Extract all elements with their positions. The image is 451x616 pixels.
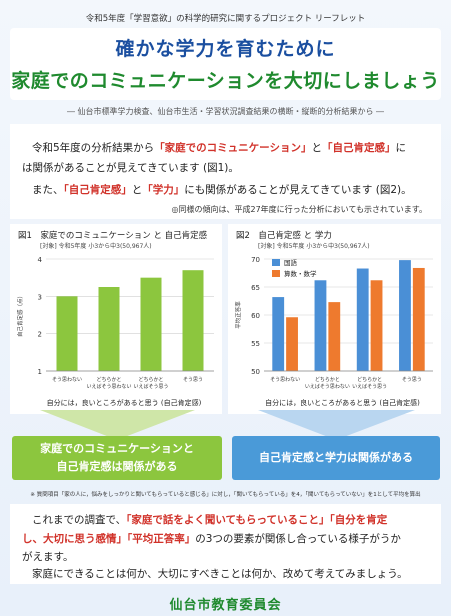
- legend-label: 算数・数学: [284, 269, 317, 278]
- y-tick-label: 55: [251, 340, 260, 348]
- bar: [140, 277, 162, 371]
- y-tick-label: 1: [38, 368, 42, 376]
- arrow-shapes: [40, 410, 415, 440]
- conclusion-line-2: し、大切に思う感情」「平均正答率」の3つの要素が関係し合っている様子がうか: [22, 531, 401, 546]
- result-self-esteem-ability: 自己肯定感と学力は関係がある: [232, 436, 440, 480]
- bar-国語: [356, 268, 369, 371]
- conclusion-box: これまでの調査で、「家庭で話をよく聞いてもらっていること」「自分を肯定 し、大切…: [10, 504, 441, 584]
- bar-算数・数学: [412, 267, 425, 371]
- x-tick-label: そう思わない: [270, 376, 300, 383]
- figure-2-subtitle: [対象] 令和5年度 小3から中3(50,967人): [258, 243, 370, 250]
- bar-算数・数学: [286, 317, 298, 371]
- intro-text: と: [131, 184, 143, 196]
- legend-label: 国語: [284, 258, 298, 267]
- x-tick-label: いえばそう思う: [352, 383, 387, 390]
- x-tick-label: いえばそう思わない: [86, 383, 131, 390]
- x-tick-label: どちらかと: [96, 376, 121, 383]
- conclusion-line-3: がえます。: [22, 551, 74, 563]
- down-arrow-left: [40, 410, 195, 440]
- y-axis-label: 自己肯定感（点）: [16, 293, 24, 337]
- result-right-line: 自己肯定感と学力は関係がある: [259, 451, 413, 464]
- result-left-line-2: 自己肯定感は関係がある: [56, 460, 178, 473]
- x-tick-label: そう思わない: [52, 376, 82, 383]
- x-axis-label: 自分には，良いところがあると思う (自己肯定感): [265, 398, 420, 407]
- y-tick-label: 50: [251, 368, 260, 376]
- conclusion-text: これまでの調査で、: [32, 514, 127, 526]
- intro-line-3: また、「自己肯定感」と「学力」にも関係があることが見えてきています (図2)。: [32, 182, 412, 197]
- intro-line-1: 令和5年度の分析結果から「家庭でのコミュニケーション」と「自己肯定感」に: [32, 140, 406, 155]
- highlight-self-affirmation-cont: し、大切に思う感情」: [22, 533, 127, 545]
- x-tick-label: そう思う: [402, 376, 422, 383]
- intro-text: に: [395, 142, 406, 154]
- highlight-listened-at-home: 「家庭で話をよく聞いてもらっていること」: [126, 514, 330, 526]
- organization-name: 仙台市教育委員会: [169, 598, 282, 613]
- y-tick-label: 60: [251, 312, 260, 320]
- bar-国語: [314, 280, 327, 371]
- source-subtitle: ― 仙台市標準学力検査、仙台市生活・学習状況調査結果の横断・縦断的分析結果から …: [66, 107, 385, 116]
- highlight-academic-ability: 「学力」: [142, 184, 185, 196]
- bar-算数・数学: [370, 280, 383, 371]
- highlight-self-esteem: 「自己肯定感」: [63, 184, 132, 196]
- y-axis-label: 平均正答率: [234, 301, 242, 329]
- highlight-self-esteem: 「自己肯定感」: [321, 142, 396, 154]
- intro-box: 令和5年度の分析結果から「家庭でのコミュニケーション」と「自己肯定感」に は関係…: [10, 124, 441, 219]
- intro-text: また、: [32, 184, 64, 196]
- y-tick-label: 70: [251, 256, 260, 264]
- x-tick-label: どちらかと: [315, 376, 340, 383]
- intro-text: にも関係があることが見えてきています (図2)。: [184, 184, 412, 196]
- legend-swatch: [272, 270, 280, 277]
- y-tick-label: 65: [251, 284, 260, 292]
- result-left-line-1: 家庭でのコミュニケーションと: [40, 442, 194, 455]
- highlight-self-affirmation: 「自分を肯定: [329, 514, 388, 526]
- bar: [182, 270, 204, 371]
- x-tick-label: どちらかと: [138, 376, 163, 383]
- intro-text: 令和5年度の分析結果から: [32, 142, 155, 154]
- main-title-sub: 家庭でのコミュニケーションを大切にしましょう: [11, 70, 440, 92]
- bar-算数・数学: [328, 302, 341, 371]
- figure-1-panel: 図1 家庭でのコミュニケーション と 自己肯定感 [対象] 令和5年度 小3から…: [10, 224, 222, 414]
- y-tick-label: 2: [38, 331, 42, 339]
- trend-note: ◎同様の傾向は、平成27年度に行った分析においても示されています。: [171, 205, 427, 214]
- figure-1-title: 図1 家庭でのコミュニケーション と 自己肯定感: [18, 231, 208, 241]
- figure-2-title: 図2 自己肯定感 と 学力: [236, 231, 332, 241]
- project-caption: 令和5年度「学習意欲」の科学的研究に関するプロジェクト リーフレット: [85, 14, 366, 24]
- bar-国語: [399, 260, 411, 371]
- x-axis-label: 自分には，良いところがあると思う (自己肯定感): [47, 398, 202, 407]
- y-tick-label: 4: [38, 256, 43, 264]
- figure-2-panel: 図2 自己肯定感 と 学力 [対象] 令和5年度 小3から中3(50,967人)…: [228, 224, 441, 414]
- survey-footnote: ※ 質問項目「家の人に，悩みをしっかりと聞いてもらっていると感じる」に対し，「聞…: [30, 492, 421, 498]
- bar: [56, 296, 78, 371]
- conclusion-line-4: 家庭にできることは何か、大切にすべきことは何か、改めて考えてみましょう。: [32, 568, 408, 580]
- intro-text: と: [311, 142, 322, 154]
- intro-line-2: は関係があることが見えてきています (図1)。: [22, 162, 239, 174]
- conclusion-line-1: これまでの調査で、「家庭で話をよく聞いてもらっていること」「自分を肯定: [32, 512, 387, 527]
- y-tick-label: 3: [38, 293, 42, 301]
- down-arrow-right: [258, 410, 415, 440]
- main-title: 確かな学力を育むために: [115, 38, 336, 60]
- result-communication-self-esteem: 家庭でのコミュニケーションと 自己肯定感は関係がある: [12, 436, 222, 480]
- conclusion-text: の3つの要素が関係し合っている様子がうか: [195, 533, 401, 545]
- highlight-average-correct-rate: 「平均正答率」: [127, 533, 196, 545]
- legend-swatch: [272, 259, 280, 266]
- x-tick-label: そう思う: [183, 376, 203, 383]
- bar: [98, 287, 120, 371]
- highlight-home-communication: 「家庭でのコミュニケーション」: [154, 142, 312, 154]
- x-tick-label: いえばそう思わない: [305, 383, 350, 390]
- x-tick-label: どちらかと: [357, 376, 382, 383]
- bar-国語: [272, 297, 285, 371]
- figure-1-subtitle: [対象] 令和5年度 小3から中3(50,967人): [40, 243, 152, 250]
- x-tick-label: いえばそう思う: [133, 383, 168, 390]
- title-box: 確かな学力を育むために 家庭でのコミュニケーションを大切にしましょう: [10, 28, 441, 100]
